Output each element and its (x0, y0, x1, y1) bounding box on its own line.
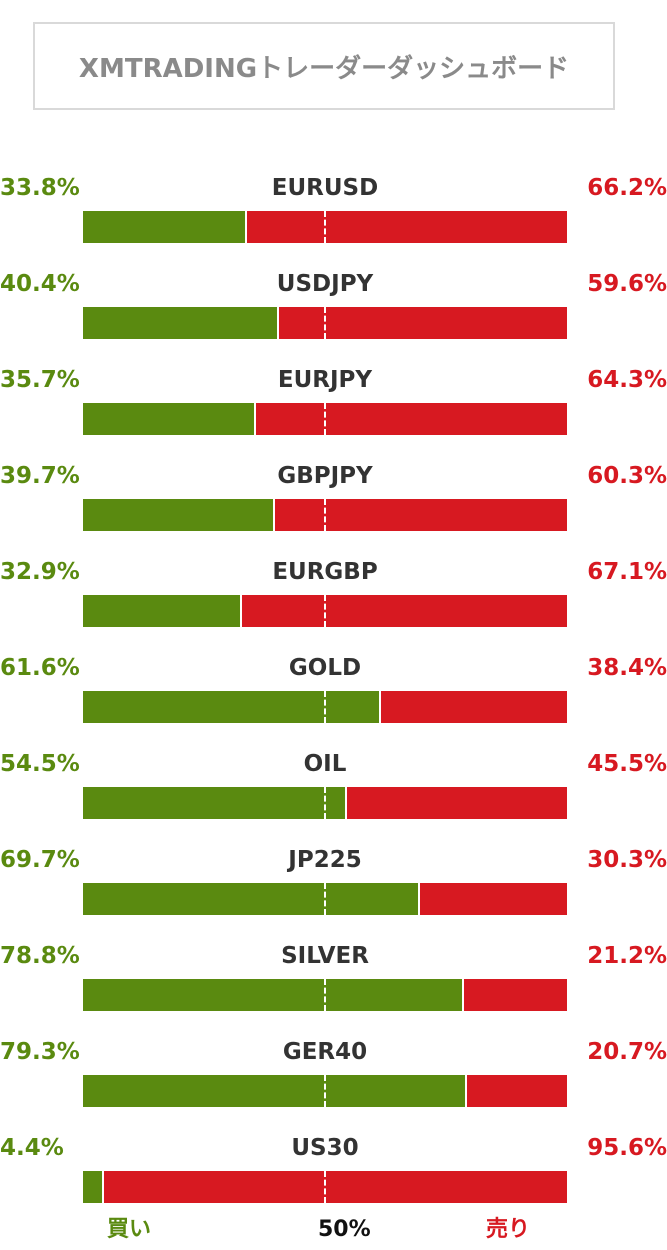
sell-percent-label: 30.3% (587, 847, 667, 873)
instrument-symbol: GOLD (288, 655, 362, 681)
buy-percent-label: 78.8% (0, 943, 80, 969)
buy-bar-segment (83, 1075, 467, 1107)
buy-bar-segment (83, 1171, 105, 1203)
instrument-row: 35.7% EURJPY 64.3% (0, 362, 667, 458)
instrument-symbol: EURJPY (277, 367, 373, 393)
fifty-percent-marker (324, 979, 326, 1011)
instrument-row: 78.8% SILVER 21.2% (0, 938, 667, 1034)
buy-percent-label: 32.9% (0, 559, 80, 585)
buy-bar-segment (83, 211, 247, 243)
sell-percent-label: 95.6% (587, 1135, 667, 1161)
sell-bar-segment (83, 1171, 567, 1203)
instrument-symbol: EURUSD (271, 175, 379, 201)
buy-percent-label: 79.3% (0, 1039, 80, 1065)
fifty-percent-marker (324, 499, 326, 531)
fifty-percent-marker (324, 1075, 326, 1107)
instrument-row: 39.7% GBPJPY 60.3% (0, 458, 667, 554)
sell-bar-segment (83, 979, 567, 1011)
sell-percent-label: 45.5% (587, 751, 667, 777)
sell-bar-segment (83, 499, 567, 531)
instrument-symbol: GER40 (282, 1039, 368, 1065)
sell-bar-segment (83, 883, 567, 915)
buy-bar-segment (83, 883, 421, 915)
sell-percent-label: 38.4% (587, 655, 667, 681)
sell-bar-segment (83, 787, 567, 819)
instrument-row: 33.8% EURUSD 66.2% (0, 170, 667, 266)
sell-bar-segment (83, 211, 567, 243)
fifty-percent-marker (324, 1171, 326, 1203)
sell-bar-segment (83, 595, 567, 627)
buy-percent-label: 33.8% (0, 175, 80, 201)
buy-percent-label: 35.7% (0, 367, 80, 393)
instrument-row: 4.4% US30 95.6% (0, 1130, 667, 1226)
instrument-symbol: SILVER (281, 943, 369, 969)
instrument-symbol: EURGBP (272, 559, 378, 585)
buy-percent-label: 39.7% (0, 463, 80, 489)
sell-bar-segment (83, 691, 567, 723)
instrument-row: 40.4% USDJPY 59.6% (0, 266, 667, 362)
sell-percent-label: 59.6% (587, 271, 667, 297)
buy-percent-label: 61.6% (0, 655, 80, 681)
buy-percent-label: 69.7% (0, 847, 80, 873)
instrument-row: 32.9% EURGBP 67.1% (0, 554, 667, 650)
sell-bar-segment (83, 403, 567, 435)
instrument-symbol: JP225 (288, 847, 362, 873)
fifty-percent-label: 50% (318, 1217, 371, 1242)
buy-bar-segment (83, 499, 276, 531)
buy-percent-label: 4.4% (0, 1135, 64, 1161)
fifty-percent-marker (324, 307, 326, 339)
fifty-percent-marker (324, 595, 326, 627)
fifty-percent-marker (324, 883, 326, 915)
buy-bar-segment (83, 787, 347, 819)
sell-legend-label: 売り (486, 1217, 531, 1242)
instrument-row: 69.7% JP225 30.3% (0, 842, 667, 938)
instrument-symbol: USDJPY (276, 271, 374, 297)
buy-percent-label: 40.4% (0, 271, 80, 297)
buy-bar-segment (83, 307, 279, 339)
fifty-percent-marker (324, 691, 326, 723)
sell-percent-label: 67.1% (587, 559, 667, 585)
sell-bar-segment (83, 1075, 567, 1107)
sell-percent-label: 21.2% (587, 943, 667, 969)
dashboard-title: XMTRADINGトレーダーダッシュボード (33, 22, 615, 110)
sell-bar-segment (83, 307, 567, 339)
sell-percent-label: 20.7% (587, 1039, 667, 1065)
sell-percent-label: 66.2% (587, 175, 667, 201)
instrument-row: 79.3% GER40 20.7% (0, 1034, 667, 1130)
buy-percent-label: 54.5% (0, 751, 80, 777)
sell-percent-label: 64.3% (587, 367, 667, 393)
buy-bar-segment (83, 595, 243, 627)
buy-bar-segment (83, 691, 382, 723)
sell-percent-label: 60.3% (587, 463, 667, 489)
fifty-percent-marker (324, 403, 326, 435)
buy-bar-segment (83, 979, 465, 1011)
instrument-symbol: OIL (303, 751, 347, 777)
fifty-percent-marker (324, 787, 326, 819)
fifty-percent-marker (324, 211, 326, 243)
buy-bar-segment (83, 403, 256, 435)
buy-legend-label: 買い (107, 1217, 152, 1242)
instrument-row: 54.5% OIL 45.5% (0, 746, 667, 842)
instrument-row: 61.6% GOLD 38.4% (0, 650, 667, 746)
instrument-symbol: US30 (291, 1135, 359, 1161)
instrument-symbol: GBPJPY (277, 463, 373, 489)
